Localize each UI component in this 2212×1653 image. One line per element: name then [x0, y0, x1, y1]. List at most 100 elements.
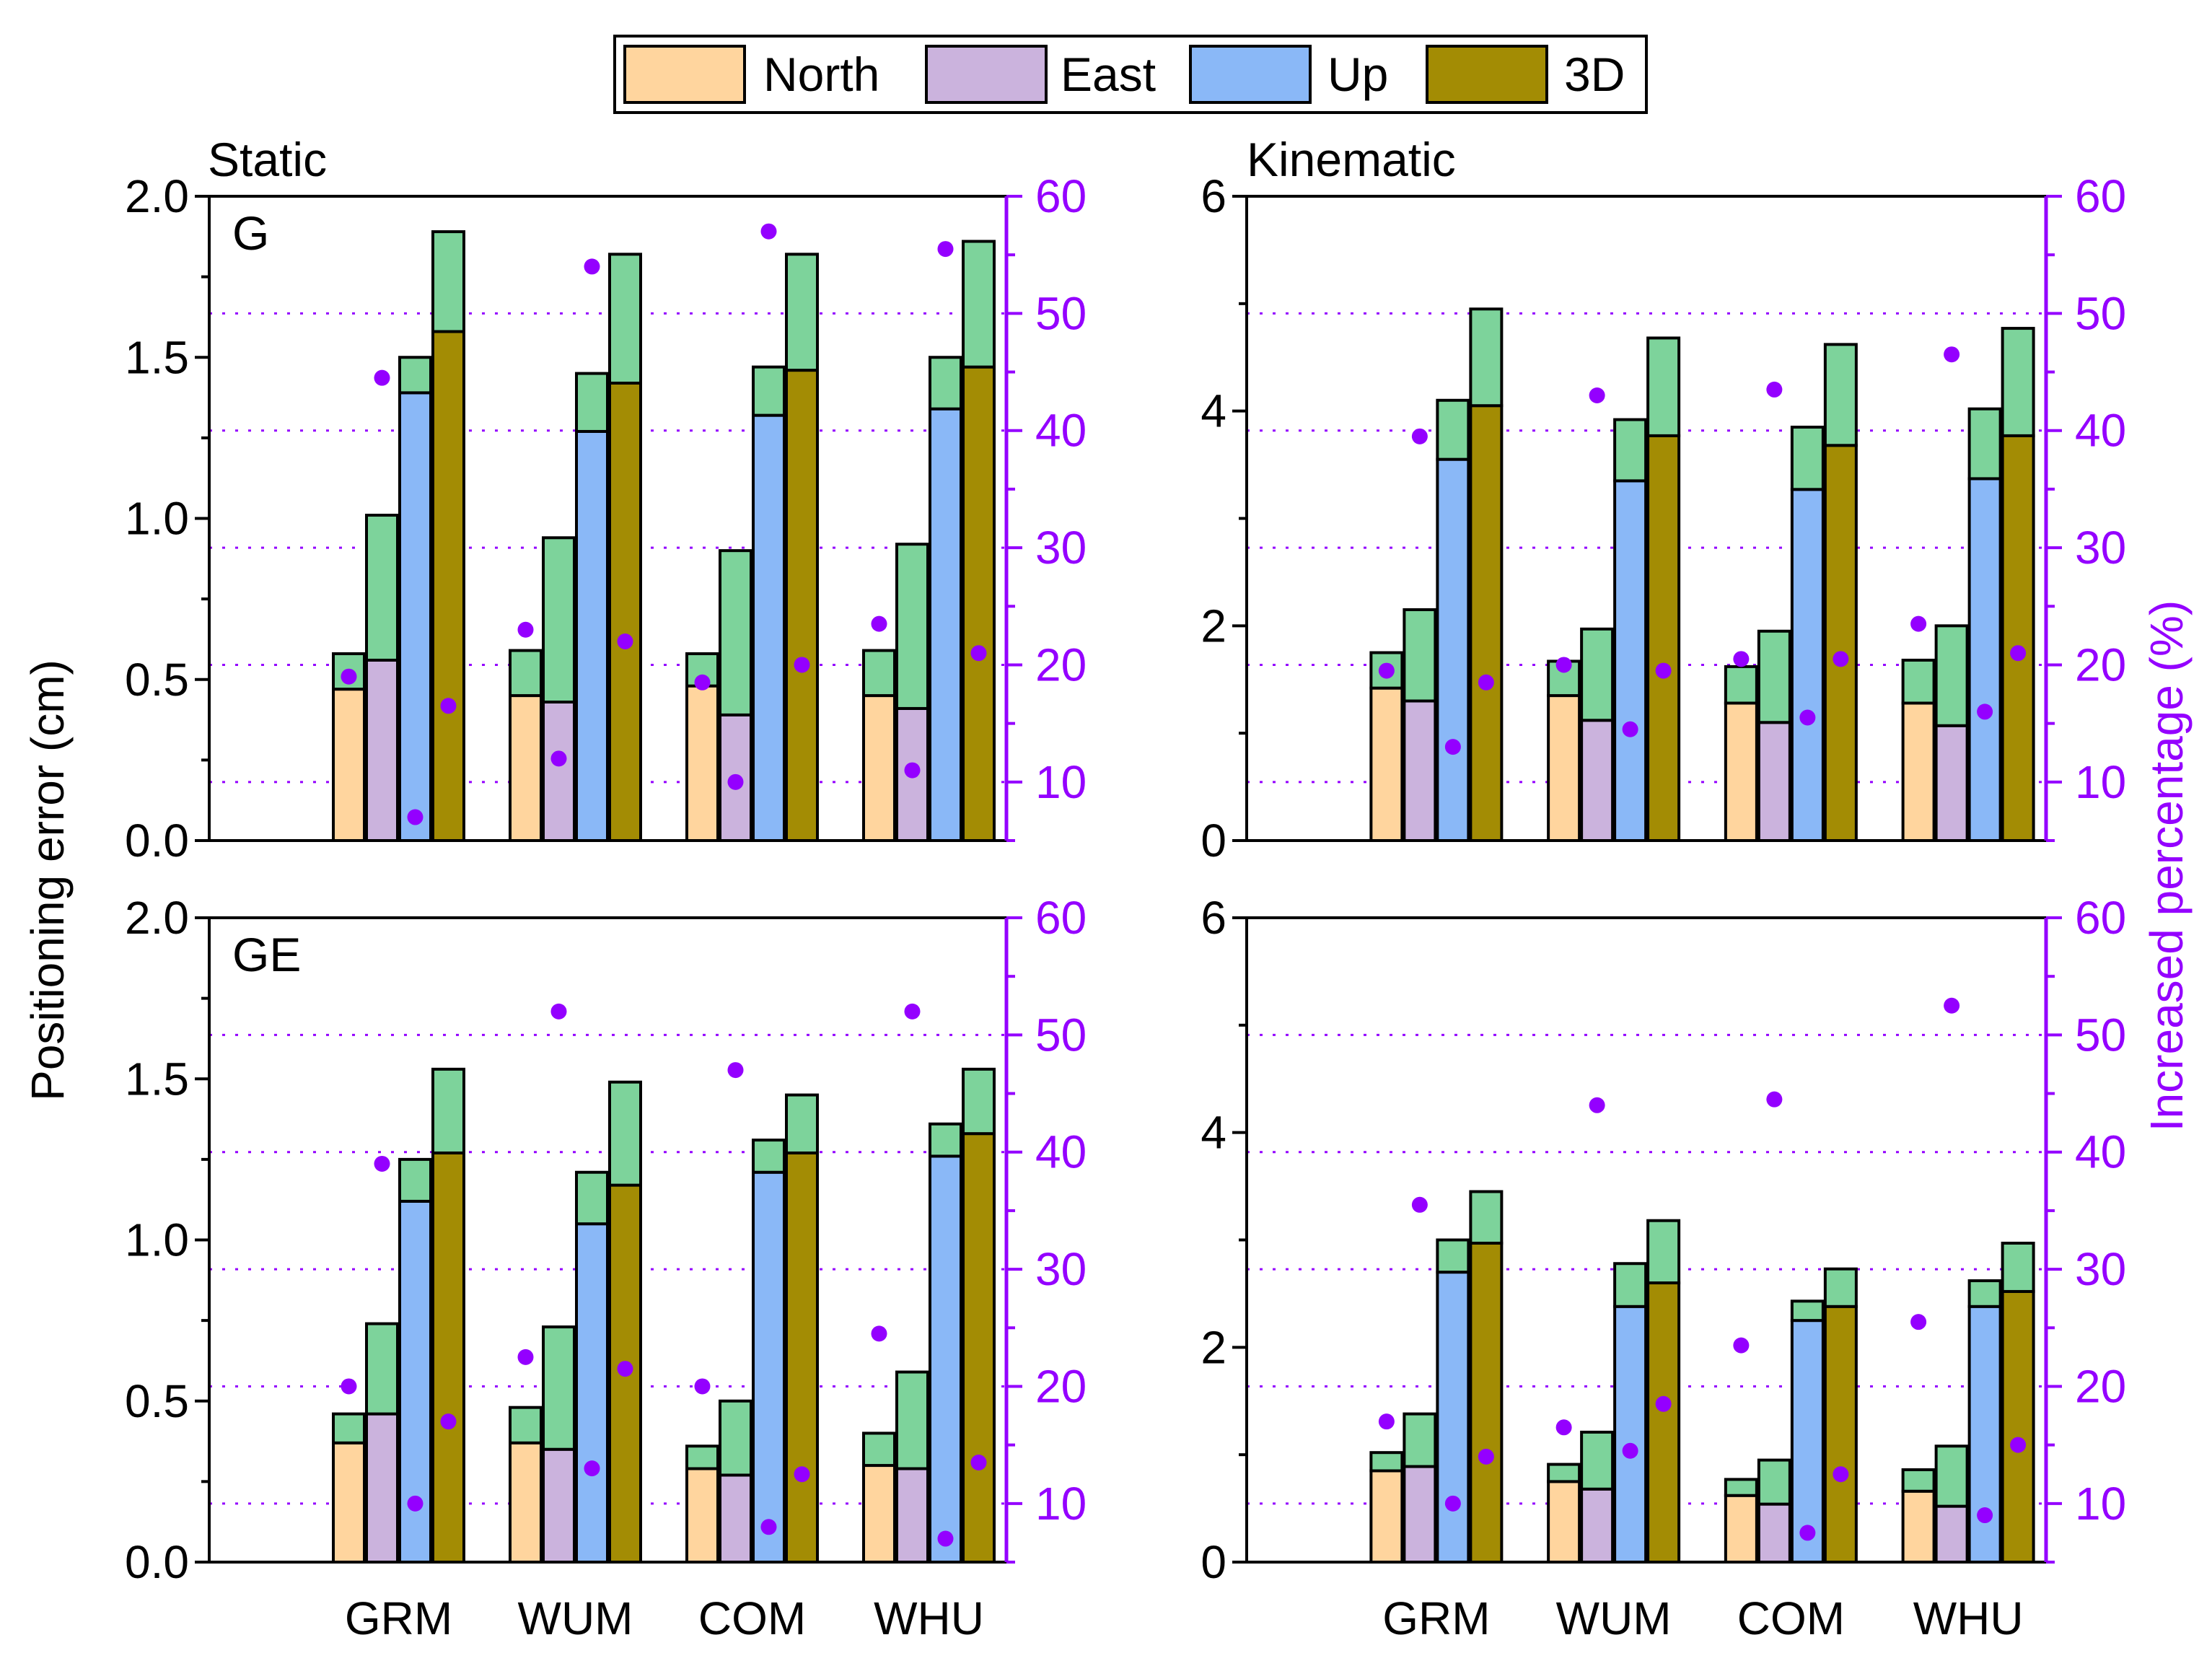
pct-point-up-wum: [1622, 1442, 1638, 1459]
category-label: GRM: [1382, 1592, 1490, 1644]
bar-increase-3d-com: [1823, 343, 1858, 447]
bar-base-east-grm: [365, 1412, 399, 1564]
right-tick-label: 50: [2075, 1009, 2126, 1061]
legend-label-north: North: [763, 48, 879, 101]
bar-increase-north-whu: [862, 649, 896, 698]
bar-base-east-grm: [1403, 1465, 1437, 1564]
right-tick-label: 10: [1035, 756, 1087, 808]
bar-increase-east-wum: [1580, 1430, 1615, 1491]
pct-point-north-wum: [517, 621, 534, 638]
category-label: WHU: [874, 1592, 984, 1644]
bar-increase-up-whu: [1967, 407, 2002, 481]
bar-base-north-com: [685, 684, 719, 842]
bar-increase-north-com: [1724, 1478, 1758, 1497]
left-tick-label: 2: [1201, 600, 1226, 652]
pct-point-3d-whu: [2010, 645, 2027, 662]
bar-increase-3d-com: [1823, 1267, 1858, 1308]
legend-swatch-north: [623, 45, 746, 104]
bar-increase-east-grm: [1403, 608, 1437, 703]
bar-base-north-grm: [1369, 686, 1404, 843]
right-tick-label: 10: [2075, 756, 2126, 808]
panels: 0.00.51.01.52.0102030405060StaticG024610…: [125, 133, 2126, 1644]
bar-base-3d-grm: [431, 330, 465, 842]
left-axis-title: Positioning error (cm): [22, 659, 74, 1101]
bar-base-3d-whu: [2001, 434, 2035, 842]
bar-base-3d-wum: [608, 381, 642, 842]
pct-point-east-whu: [904, 762, 921, 779]
bar-base-up-grm: [1436, 1271, 1470, 1564]
constellation-label: G: [232, 206, 269, 260]
left-tick-label: 4: [1201, 385, 1226, 437]
right-tick-label: 40: [2075, 405, 2126, 457]
bar-base-north-whu: [1901, 701, 1936, 843]
pct-point-north-whu: [871, 1325, 887, 1342]
pct-point-north-com: [694, 674, 711, 690]
bar-increase-north-whu: [1901, 658, 1936, 705]
bar-increase-3d-grm: [431, 1067, 465, 1154]
bar-increase-up-grm: [1436, 398, 1470, 461]
right-tick-label: 10: [2075, 1478, 2126, 1530]
left-tick-label: 0.5: [125, 1375, 189, 1427]
pct-point-north-whu: [1910, 1314, 1927, 1330]
bar-increase-east-com: [1757, 629, 1791, 724]
left-tick-label: 0.0: [125, 1536, 189, 1588]
category-label: WUM: [518, 1592, 633, 1644]
bar-base-up-wum: [1613, 1305, 1648, 1564]
pct-point-3d-whu: [2010, 1437, 2027, 1453]
pct-point-3d-com: [1833, 651, 1849, 667]
bar-increase-east-grm: [365, 1322, 399, 1416]
bar-increase-up-grm: [1436, 1238, 1470, 1274]
pct-point-3d-grm: [440, 698, 457, 714]
pct-point-east-wum: [1589, 1097, 1605, 1113]
right-tick-label: 50: [2075, 287, 2126, 339]
bar-base-east-whu: [895, 1467, 929, 1564]
pct-point-up-grm: [407, 809, 423, 825]
left-tick-label: 2.0: [125, 170, 189, 222]
pct-point-up-com: [760, 1519, 777, 1535]
pct-point-east-com: [727, 773, 744, 790]
pct-point-3d-grm: [1478, 1448, 1494, 1465]
right-tick-label: 40: [1035, 405, 1087, 457]
bar-base-3d-whu: [962, 1132, 996, 1564]
bar-base-east-whu: [1934, 1504, 1969, 1564]
bar-base-up-wum: [575, 1222, 609, 1564]
left-tick-label: 1.0: [125, 1214, 189, 1266]
bar-increase-up-com: [752, 365, 786, 417]
bar-increase-3d-whu: [962, 1067, 996, 1136]
bar-increase-up-wum: [1613, 1262, 1648, 1308]
bar-base-3d-whu: [962, 365, 996, 842]
bar-increase-north-grm: [332, 1412, 366, 1444]
left-tick-label: 2: [1201, 1321, 1226, 1373]
bar-base-3d-grm: [1469, 404, 1504, 842]
right-tick-label: 60: [2075, 170, 2126, 222]
bar-increase-3d-whu: [2001, 327, 2035, 437]
bar-base-up-wum: [575, 429, 609, 842]
left-tick-label: 6: [1201, 170, 1226, 222]
pct-point-up-com: [1799, 1525, 1816, 1541]
bar-increase-3d-com: [785, 253, 819, 372]
bar-increase-north-com: [1724, 665, 1758, 705]
bar-base-up-com: [1790, 488, 1825, 842]
pct-point-3d-wum: [1655, 1395, 1672, 1412]
pct-point-up-grm: [407, 1495, 423, 1512]
bar-increase-north-whu: [862, 1431, 896, 1468]
pct-point-3d-whu: [970, 645, 987, 662]
bar-increase-east-wum: [542, 536, 576, 704]
bar-increase-east-wum: [1580, 627, 1615, 722]
bar-base-north-whu: [862, 1464, 896, 1564]
bar-base-east-com: [1757, 1502, 1791, 1564]
left-tick-label: 4: [1201, 1107, 1226, 1159]
pct-point-up-com: [1799, 709, 1816, 726]
bar-base-north-wum: [509, 1441, 543, 1564]
left-tick-label: 1.0: [125, 493, 189, 545]
left-tick-label: 0.0: [125, 815, 189, 867]
right-tick-label: 20: [2075, 639, 2126, 690]
pct-point-east-com: [727, 1062, 744, 1079]
bar-increase-3d-whu: [2001, 1241, 2035, 1293]
bar-increase-east-wum: [542, 1325, 576, 1451]
bar-increase-up-wum: [1613, 418, 1648, 483]
bar-base-north-wum: [509, 694, 543, 843]
bar-base-up-grm: [1436, 457, 1470, 842]
bar-base-up-wum: [1613, 479, 1648, 842]
